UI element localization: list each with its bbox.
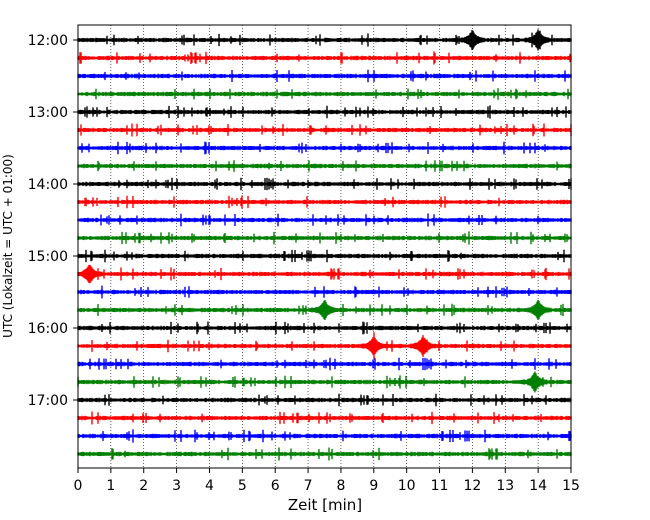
trace-1445 xyxy=(77,231,572,245)
trace-1345 xyxy=(77,160,572,172)
x-tick-label: 14 xyxy=(529,478,547,494)
x-tick-label: 0 xyxy=(74,478,83,494)
trace-1715 xyxy=(77,411,572,425)
x-tick-label: 5 xyxy=(238,478,247,494)
trace-1245 xyxy=(77,88,572,100)
x-tick-label: 7 xyxy=(304,478,313,494)
trace-1300 xyxy=(77,105,572,119)
trace-1315 xyxy=(77,123,572,137)
trace-1545 xyxy=(77,300,572,320)
x-tick-label: 1 xyxy=(106,478,115,494)
vertical-gridlines xyxy=(110,25,539,468)
trace-1500 xyxy=(77,249,572,263)
x-axis-ticks: 0 1 2 3 4 5 6 7 8 9 10 11 12 13 14 15 xyxy=(74,468,580,494)
trace-group xyxy=(77,29,572,461)
trace-1600 xyxy=(77,321,572,335)
x-tick-label: 6 xyxy=(271,478,280,494)
x-tick-label: 12 xyxy=(463,478,481,494)
x-axis-label: Zeit [min] xyxy=(288,496,362,514)
trace-1415 xyxy=(77,195,572,209)
trace-1330 xyxy=(77,141,572,155)
trace-1700 xyxy=(77,393,572,407)
x-tick-label: 8 xyxy=(336,478,345,494)
y-tick-label: 15:00 xyxy=(28,249,68,265)
x-tick-label: 9 xyxy=(369,478,378,494)
y-tick-label: 12:00 xyxy=(28,33,68,49)
trace-1730 xyxy=(77,429,572,443)
x-tick-label: 10 xyxy=(398,478,416,494)
x-tick-label: 3 xyxy=(172,478,181,494)
trace-1230 xyxy=(77,69,572,83)
x-tick-label: 4 xyxy=(205,478,214,494)
y-tick-label: 13:00 xyxy=(28,105,68,121)
trace-1515 xyxy=(77,264,572,284)
y-tick-label: 17:00 xyxy=(28,393,68,409)
trace-1400 xyxy=(77,177,572,191)
trace-1615 xyxy=(77,332,572,360)
trace-1745 xyxy=(77,447,572,461)
trace-1630 xyxy=(77,357,572,371)
y-axis-label: UTC (Lokalzeit = UTC + 01:00) xyxy=(1,154,15,338)
x-tick-label: 11 xyxy=(431,478,449,494)
y-tick-label: 16:00 xyxy=(28,321,68,337)
x-tick-label: 15 xyxy=(562,478,580,494)
x-tick-label: 2 xyxy=(139,478,148,494)
plot-frame xyxy=(77,24,572,469)
trace-1200 xyxy=(77,29,572,51)
x-tick-label: 13 xyxy=(496,478,514,494)
y-tick-label: 14:00 xyxy=(28,177,68,193)
y-axis-ticks: 12:00 13:00 14:00 15:00 16:00 17:00 xyxy=(28,33,78,409)
trace-1530 xyxy=(77,285,572,299)
trace-1215 xyxy=(77,51,572,65)
trace-1430 xyxy=(77,213,572,227)
trace-1645 xyxy=(77,371,572,393)
